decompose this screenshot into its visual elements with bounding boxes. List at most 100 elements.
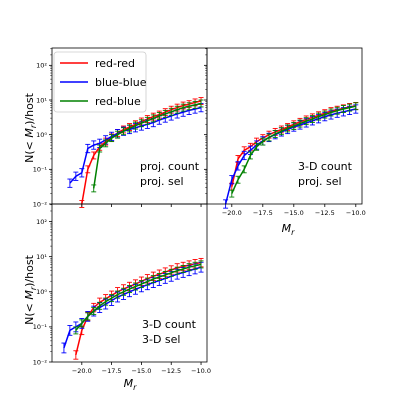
y-tick-label: 10⁻² (33, 200, 48, 208)
error-bar (266, 133, 272, 142)
series-red-blue (73, 260, 204, 335)
error-bar (73, 171, 79, 181)
error-bar (132, 282, 138, 291)
error-bar (168, 107, 174, 116)
error-bar (247, 151, 253, 160)
x-tick-label: −10.0 (346, 209, 366, 217)
y-tick-label: 10² (36, 218, 47, 226)
y-tick-label: 10⁻¹ (33, 323, 48, 331)
y-tick-label: 10⁻¹ (33, 166, 48, 174)
error-bar (174, 266, 180, 275)
error-bar (168, 268, 174, 277)
error-bar (138, 280, 144, 289)
x-axis-label-top-right: Mr (282, 222, 296, 237)
error-bar (180, 103, 186, 112)
x-tick-label: −12.5 (315, 209, 335, 217)
error-bar (285, 124, 291, 133)
error-bar (91, 140, 97, 150)
error-bar (235, 161, 241, 171)
error-bar (115, 130, 121, 139)
error-bar (235, 175, 241, 184)
error-bar (186, 263, 192, 272)
legend: red-red blue-blue red-blue (53, 51, 147, 113)
error-bar (79, 168, 85, 178)
annotation-top-right-line2: proj. sel (298, 175, 342, 188)
x-tick-label: −17.5 (102, 367, 122, 375)
error-bar (103, 139, 109, 148)
x-tick-label: −15.0 (131, 367, 151, 375)
error-bar (73, 350, 79, 360)
error-bar (334, 106, 340, 115)
y-axis-label-bottom: N(< Mr)/host (23, 254, 38, 324)
error-bar (85, 312, 91, 321)
y-tick-label: 10⁰ (36, 131, 47, 139)
error-bar (322, 110, 328, 119)
error-bar (103, 297, 109, 306)
error-bar (309, 115, 315, 123)
error-bar (174, 105, 180, 114)
error-bar (254, 142, 260, 151)
error-bar (198, 260, 204, 269)
error-bar (91, 151, 97, 160)
panel-3d-count-3d-sel: 10⁻² 10⁻¹ 10⁰ 10¹ 10² −20.0 −17.5 −15.0 −12.5 −10… (33, 203, 211, 375)
error-bar (109, 134, 115, 143)
error-bar (109, 294, 115, 303)
x-axis-label-bottom-left: Mr (124, 377, 138, 392)
error-bar (144, 116, 150, 125)
error-bar (192, 261, 198, 270)
y-tick-label: 10⁰ (36, 288, 47, 296)
x-tick-label: −15.0 (284, 209, 304, 217)
error-bar (347, 103, 353, 112)
error-bar (156, 112, 162, 120)
legend-label-red-red: red-red (95, 57, 135, 70)
error-bar (353, 102, 359, 111)
panel-frame (206, 47, 363, 205)
error-bar (150, 275, 156, 284)
error-bar (67, 178, 73, 188)
error-bar (79, 319, 85, 328)
x-tick-label: −12.5 (161, 367, 181, 375)
annotation-top-left-line1: proj. count (140, 160, 200, 173)
error-bar (180, 264, 186, 273)
y-axis-label-top: N(< Mr)/host (23, 92, 38, 162)
series-line-blue-blue (224, 108, 356, 205)
error-bar (192, 100, 198, 109)
legend-label-red-blue: red-blue (95, 95, 141, 108)
error-bar (91, 307, 97, 316)
error-bar (303, 117, 309, 126)
error-bar (97, 144, 103, 153)
annotation-top-left-line2: proj. sel (140, 175, 184, 188)
y-tick-label: 10² (36, 62, 47, 70)
error-bar (162, 270, 168, 279)
panel-proj-count-proj-sel: 10⁻² 10⁻¹ 10⁰ 10¹ 10² (33, 47, 208, 208)
error-bar (138, 119, 144, 128)
error-bar (115, 290, 121, 299)
error-bar (156, 273, 162, 281)
y-tick-label: 10¹ (36, 96, 47, 104)
error-bar (121, 127, 127, 136)
error-bar (229, 189, 235, 198)
error-bar (127, 285, 132, 293)
x-tick-label: −20.0 (222, 209, 242, 217)
annotation-top-right-line1: 3-D count (298, 160, 353, 173)
error-bar (260, 137, 266, 146)
error-bar (85, 143, 91, 154)
error-bar (132, 121, 138, 130)
x-tick-label: −17.5 (253, 209, 273, 217)
error-bar (91, 184, 97, 193)
legend-label-blue-blue: blue-blue (95, 76, 147, 89)
error-bar (278, 127, 284, 136)
series-line-red-red (75, 261, 202, 356)
error-bar (340, 105, 346, 113)
legend-box (53, 51, 147, 113)
series-line-red-blue (75, 263, 202, 331)
error-bar (241, 150, 247, 161)
error-bar (297, 119, 303, 128)
error-bar (67, 325, 73, 336)
error-bar (73, 326, 79, 335)
error-bar (85, 165, 91, 174)
error-bar (198, 99, 204, 108)
error-bar (144, 277, 150, 286)
error-bar (150, 114, 156, 123)
panel-frame (51, 203, 208, 363)
